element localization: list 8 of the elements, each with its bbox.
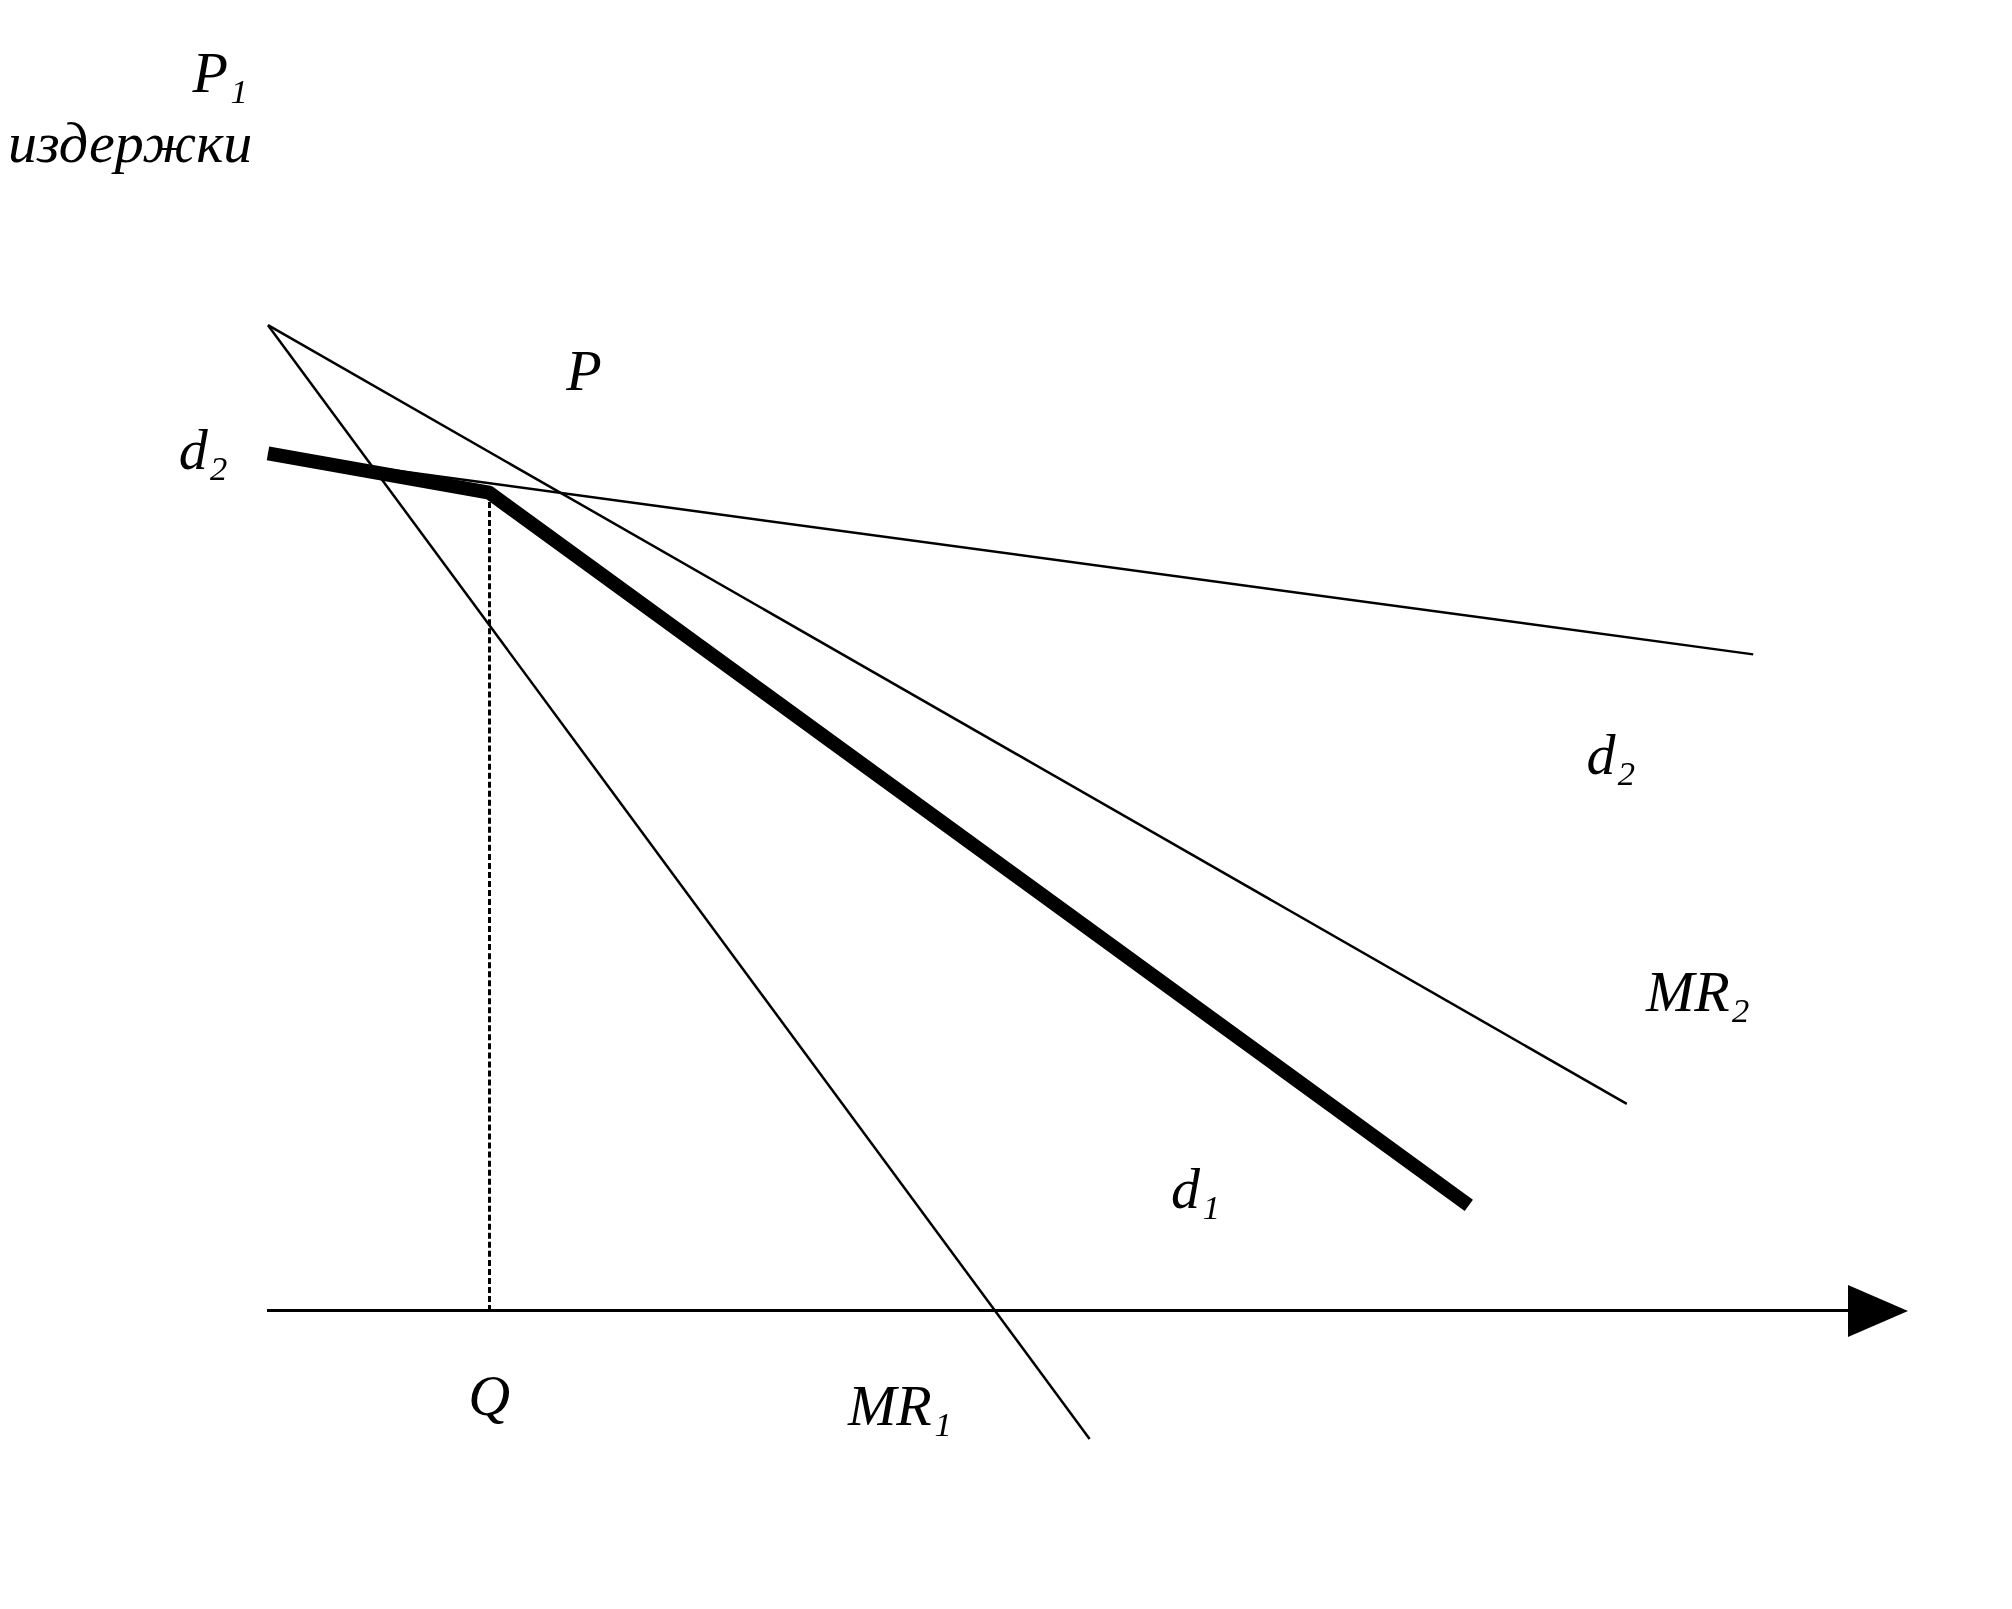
annotation: MR₁ [847, 1372, 952, 1438]
annotation: d₁ [1170, 1155, 1221, 1221]
annotation: d₂ [1586, 722, 1636, 788]
annotation: Q [468, 1362, 511, 1428]
annotation: MR₂ [1644, 958, 1750, 1024]
annotation: P [565, 337, 602, 403]
text: d₂ [178, 416, 228, 482]
y-axis-title: P₁ издержки [8, 39, 253, 177]
